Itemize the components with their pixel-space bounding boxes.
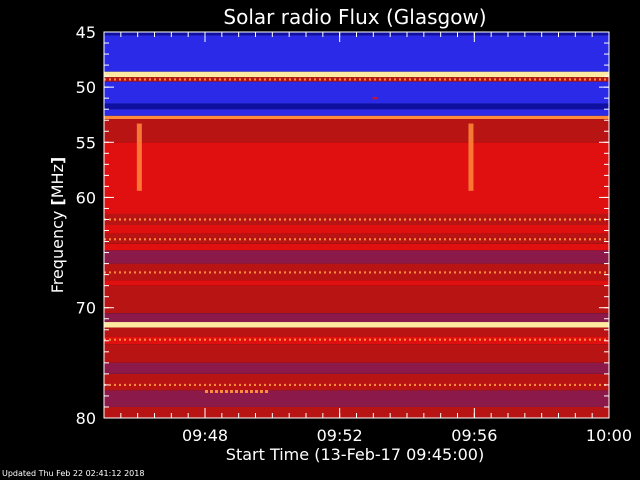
band-24 — [104, 373, 609, 391]
x-tick-label-3: 10:00 — [586, 426, 632, 445]
x-axis-label: Start Time (13-Feb-17 09:45:00) — [226, 445, 484, 464]
y-tick-label-1: 50 — [76, 78, 96, 97]
y-axis-unit: MHz — [48, 164, 67, 198]
band-20 — [104, 327, 609, 337]
x-tick-label-2: 09:56 — [451, 426, 497, 445]
band-6 — [104, 109, 609, 116]
y-axis-unit-open: [ — [48, 198, 67, 205]
x-tick-label-1: 09:52 — [317, 426, 363, 445]
band-21 — [104, 336, 609, 345]
plot-area — [103, 31, 610, 419]
band-3 — [104, 77, 609, 82]
x-axis: 09:48 09:52 09:56 10:00 — [120, 32, 632, 445]
band-12 — [104, 233, 609, 244]
y-axis-label: Frequency [MHz] — [48, 157, 67, 294]
feature-2 — [372, 97, 378, 100]
band-2 — [104, 71, 609, 78]
feature-1 — [468, 123, 474, 191]
update-timestamp: Updated Thu Feb 22 02:41:12 2018 — [2, 469, 145, 478]
y-tick-label-5: 80 — [76, 409, 96, 428]
band-10 — [104, 213, 609, 225]
band-23 — [104, 362, 609, 374]
band-8 — [104, 119, 609, 143]
band-11 — [104, 225, 609, 234]
chart-title: Solar radio Flux (Glasgow) — [223, 5, 486, 29]
band-7 — [104, 115, 609, 120]
band-26 — [104, 406, 609, 418]
band-19 — [104, 322, 609, 328]
band-17 — [104, 285, 609, 314]
band-13 — [104, 243, 609, 251]
y-axis: 45 50 55 60 70 80 — [76, 23, 609, 428]
y-tick-label-3: 60 — [76, 188, 96, 207]
band-15 — [104, 263, 609, 281]
band-16 — [104, 280, 609, 286]
feature-0 — [136, 123, 142, 191]
y-axis-label-prefix: Frequency — [48, 206, 67, 294]
band-5 — [104, 103, 609, 110]
band-9 — [104, 142, 609, 214]
band-25 — [104, 390, 609, 407]
x-tick-label-0: 09:48 — [182, 426, 228, 445]
y-axis-unit-close: ] — [48, 157, 67, 164]
band-1 — [104, 35, 609, 72]
band-18 — [104, 313, 609, 323]
y-tick-label-0: 45 — [76, 23, 96, 42]
y-tick-label-2: 55 — [76, 133, 96, 152]
y-tick-label-4: 70 — [76, 299, 96, 318]
band-4 — [104, 81, 609, 104]
band-22 — [104, 344, 609, 363]
band-14 — [104, 250, 609, 264]
